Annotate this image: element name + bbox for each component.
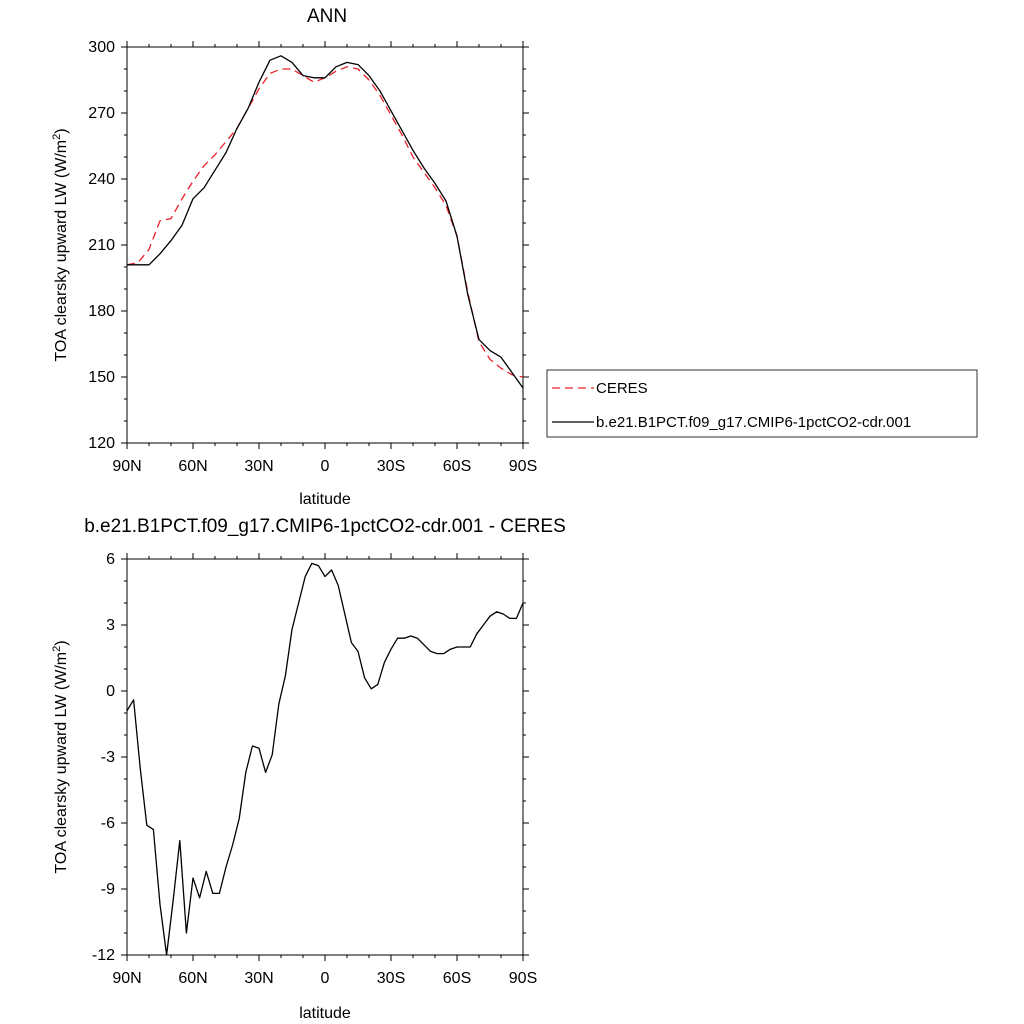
y-tick-label: -9 [101,881,115,898]
y-tick-label: 0 [106,683,115,700]
y-tick-label: 300 [88,39,115,56]
x-tick-label: 30S [377,458,405,475]
x-tick-label: 60S [443,970,471,987]
y-tick-label: 180 [88,303,115,320]
legend-box [546,369,978,438]
x-tick-label: 30S [377,970,405,987]
series-line-0-0 [126,66,524,378]
y-tick-label: 270 [88,105,115,122]
x-tick-label: 60N [178,970,207,987]
y-tick-label: -12 [92,947,115,964]
y-tick-label: 3 [106,617,115,634]
panel-bottom: b.e21.B1PCT.f09_g17.CMIP6-1pctCO2-cdr.00… [51,516,566,1022]
bottom-series-lines [126,562,524,956]
y-tick-label: 150 [88,369,115,386]
x-tick-label: 30N [244,458,273,475]
x-tick-label: 90N [112,458,141,475]
top-title: ANN [307,6,347,27]
bottom-y-ticks: -12 -9 -6 -3 0 3 6 [92,551,529,964]
x-tick-label: 90S [509,970,537,987]
y-tick-label: 120 [88,435,115,452]
x-tick-label: 90S [509,458,537,475]
y-tick-label: -3 [101,749,115,766]
top-series-lines [126,55,524,389]
series-line-1-0 [126,562,524,956]
legend-label-model: b.e21.B1PCT.f09_g17.CMIP6-1pctCO2-cdr.00… [596,414,911,431]
x-tick-label: 90N [112,970,141,987]
y-tick-label: 6 [106,551,115,568]
y-tick-label: 240 [88,171,115,188]
bottom-y-axis-label: TOA clearsky upward LW (W/m2) [51,640,70,873]
y-tick-label: 210 [88,237,115,254]
bottom-x-ticks: 90N 60N 30N 0 30S 60S 90S [112,553,537,987]
bottom-x-axis-label: latitude [299,1005,351,1022]
bottom-title: b.e21.B1PCT.f09_g17.CMIP6-1pctCO2-cdr.00… [84,516,566,537]
y-tick-label: -6 [101,815,115,832]
bottom-plot-frame [126,558,524,956]
top-x-axis-label: latitude [299,491,351,508]
x-tick-label: 0 [321,970,330,987]
legend-label-ceres: CERES [596,380,648,397]
top-x-ticks: 90N 60N 30N 0 30S 60S 90S [112,41,537,475]
legend: CERES b.e21.B1PCT.f09_g17.CMIP6-1pctCO2-… [546,369,978,438]
top-y-axis-label: TOA clearsky upward LW (W/m2) [51,128,70,361]
top-y-ticks: 120 150 180 210 240 270 300 [88,39,529,452]
x-tick-label: 60N [178,458,207,475]
panel-top: ANN 120 150 180 210 240 270 300 90N 60N 30N 0 30S 6… [51,6,978,508]
series-line-0-1 [127,55,524,389]
top-plot-frame [126,46,524,444]
x-tick-label: 0 [321,458,330,475]
x-tick-label: 30N [244,970,273,987]
x-tick-label: 60S [443,458,471,475]
